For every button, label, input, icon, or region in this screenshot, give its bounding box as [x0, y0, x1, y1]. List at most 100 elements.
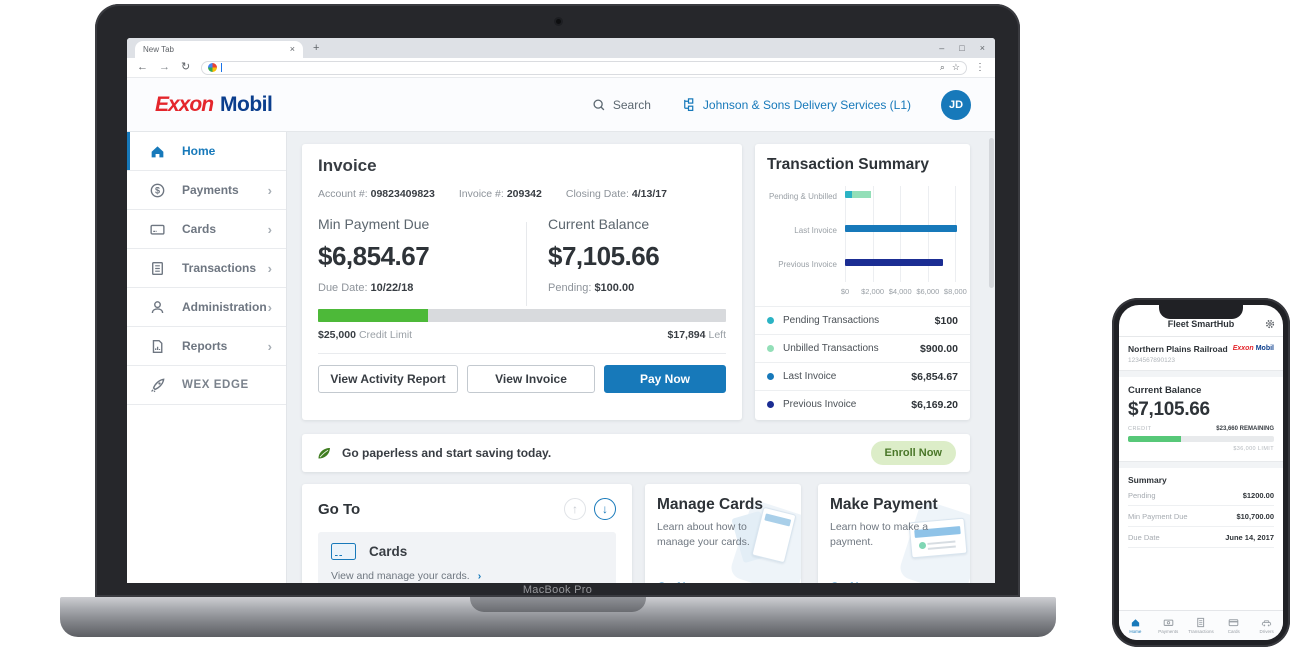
payments-icon: $ — [150, 183, 165, 197]
macbook-frame: New Tab × + – □ × ← → ↻ — [95, 4, 1020, 597]
scroll-down-button[interactable]: ↓ — [594, 498, 616, 520]
paperless-text: Go paperless and start saving today. — [342, 446, 552, 460]
goto-item-cards[interactable]: Cards View and manage your cards. › — [318, 532, 616, 583]
card-icon — [1228, 619, 1239, 627]
credit-progress-fill — [318, 309, 429, 322]
divider — [526, 222, 527, 306]
view-activity-report-button[interactable]: View Activity Report — [318, 365, 458, 393]
credit-left-label: $17,894 Left — [667, 329, 726, 341]
view-invoice-button[interactable]: View Invoice — [467, 365, 595, 393]
due-date: Due Date: 10/22/18 — [318, 282, 414, 294]
sidebar-item-administration[interactable]: Administration › — [127, 288, 286, 327]
credit-progress-bar — [318, 309, 726, 322]
section-separator — [1119, 371, 1283, 377]
sidebar-item-home[interactable]: Home — [127, 132, 286, 171]
legend-row-last-invoice: Last Invoice $6,854.67 — [755, 362, 970, 390]
iphone-mockup: Fleet SmartHub Northern Plains Railroad … — [1112, 298, 1290, 647]
pay-now-button[interactable]: Pay Now — [604, 365, 726, 393]
tab-close-icon[interactable]: × — [289, 44, 295, 54]
make-payment-card: Make Payment Learn how to make a payment… — [818, 484, 970, 583]
exxon-wordmark: Exxon — [155, 92, 214, 116]
address-bar[interactable]: ⌕ ☆ — [201, 60, 967, 75]
org-selector[interactable]: Johnson & Sons Delivery Services (L1) — [681, 97, 911, 112]
bar-last-invoice — [845, 225, 957, 232]
transaction-bar-chart: Pending & Unbilled Last Invoice Previous… — [763, 186, 967, 302]
phone-tab-payments[interactable]: Payments — [1152, 611, 1185, 640]
new-tab-button[interactable]: + — [313, 42, 320, 54]
exxonmobil-logo: Exxon Mobil — [155, 92, 273, 117]
chevron-right-icon: › — [267, 182, 272, 198]
sidebar-item-transactions[interactable]: Transactions › — [127, 249, 286, 288]
section-separator — [1119, 462, 1283, 468]
manage-cards-card: Manage Cards Learn about how to manage y… — [645, 484, 801, 583]
sidebar-item-cards[interactable]: Cards › — [127, 210, 286, 249]
x-axis-ticks: $0 $2,000 $4,000 $6,000 $8,000 — [840, 287, 967, 296]
chevron-right-icon: › — [267, 221, 272, 237]
enroll-now-button[interactable]: Enroll Now — [870, 441, 956, 465]
zoom-icon[interactable]: ⌕ — [939, 62, 945, 72]
sidebar-item-wex-edge[interactable]: WEX EDGE — [127, 366, 286, 405]
manage-cards-go-now-link[interactable]: Go Now — [657, 580, 702, 583]
page-content: Home $ Payments › Cards › — [127, 132, 995, 583]
phone-tab-drivers[interactable]: Drivers — [1250, 611, 1283, 640]
sidebar: Home $ Payments › Cards › — [127, 132, 287, 583]
home-icon — [151, 145, 164, 157]
phone-tab-home[interactable]: Home — [1119, 611, 1152, 640]
bar-segment-unbilled — [851, 191, 872, 198]
goto-title: Go To — [318, 500, 361, 518]
back-icon[interactable]: ← — [137, 61, 148, 73]
transaction-summary-card: Transaction Summary Pending & Unbilled L… — [755, 144, 970, 420]
invoice-number: Invoice #: 209342 — [458, 188, 542, 200]
reload-icon[interactable]: ↻ — [181, 61, 191, 73]
minimize-button[interactable]: – — [939, 43, 945, 53]
pending-amount: Pending: $100.00 — [548, 282, 635, 294]
phone-credit-label: CREDIT — [1128, 426, 1152, 432]
legend-dot — [767, 345, 774, 352]
macbook-lid-notch — [470, 597, 646, 612]
manage-cards-body: Learn about how to manage your cards. — [657, 521, 750, 548]
forward-icon[interactable]: → — [159, 61, 170, 73]
phone-screen: Fleet SmartHub Northern Plains Railroad … — [1119, 305, 1283, 640]
make-payment-go-now-link[interactable]: Go Now — [830, 580, 875, 583]
phone-account-number: 1234567890123 — [1128, 357, 1175, 364]
card-icon — [331, 543, 356, 560]
url-input[interactable] — [222, 62, 940, 73]
receipt-icon — [1197, 617, 1205, 628]
close-button[interactable]: × — [979, 43, 985, 53]
min-payment-amount: $6,854.67 — [318, 241, 430, 271]
current-balance-amount: $7,105.66 — [548, 241, 660, 271]
reports-icon — [152, 339, 163, 353]
scroll-up-button[interactable]: ↑ — [564, 498, 586, 520]
legend-dot — [767, 401, 774, 408]
credit-limit-label: $25,000 Credit Limit — [318, 329, 413, 341]
avatar[interactable]: JD — [941, 89, 971, 120]
phone-credit-bar-fill — [1128, 436, 1181, 442]
text-caret — [221, 63, 223, 72]
phone-balance-amount: $7,105.66 — [1128, 399, 1210, 420]
exxonmobil-logo: Exxon Mobil — [1232, 345, 1274, 352]
phone-tab-cards[interactable]: Cards — [1217, 611, 1250, 640]
phone-credit-bar — [1128, 436, 1274, 442]
make-payment-title: Make Payment — [830, 496, 938, 513]
bar-pending-unbilled — [845, 191, 960, 198]
phone-balance-block: Current Balance $7,105.66 CREDIT $23,660… — [1119, 377, 1283, 462]
sidebar-item-payments[interactable]: $ Payments › — [127, 171, 286, 210]
legend-dot — [767, 317, 774, 324]
scrollbar[interactable] — [989, 138, 994, 288]
browser-menu-icon[interactable]: ⋮ — [975, 62, 985, 73]
make-payment-body: Learn how to make a payment. — [830, 521, 929, 548]
bookmark-star-icon[interactable]: ☆ — [951, 62, 960, 72]
browser-tab[interactable]: New Tab × — [135, 41, 303, 58]
maximize-button[interactable]: □ — [959, 43, 965, 53]
invoice-meta: Account #: 09823409823 Invoice #: 209342 C… — [318, 188, 667, 200]
phone-tab-transactions[interactable]: Transactions — [1185, 611, 1218, 640]
gear-icon[interactable] — [1265, 319, 1275, 329]
webcam-dot — [555, 19, 561, 24]
sidebar-item-reports[interactable]: Reports › — [127, 327, 286, 366]
mobil-wordmark: Mobil — [220, 92, 273, 116]
header-search[interactable]: Search — [592, 98, 651, 112]
legend-dot — [767, 373, 774, 380]
phone-balance-label: Current Balance — [1128, 385, 1202, 396]
macbook-base — [60, 597, 1056, 637]
